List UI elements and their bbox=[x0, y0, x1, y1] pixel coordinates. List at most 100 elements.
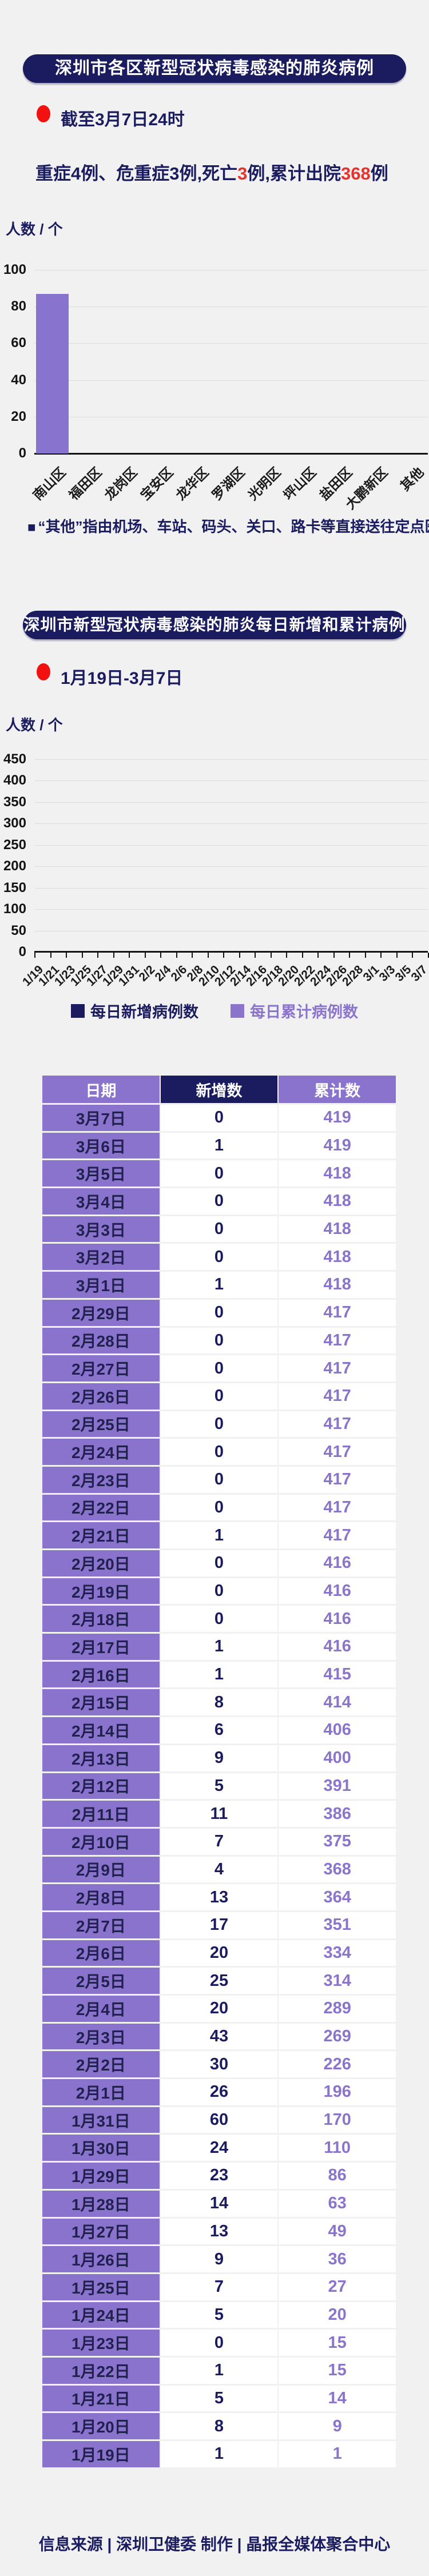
table-cell-new: 1 bbox=[160, 1522, 278, 1548]
table-cell-date: 2月5日 bbox=[42, 1968, 160, 1994]
section2-period: 1月19日-3月7日 bbox=[61, 669, 183, 688]
y-axis-tick-label: 350 bbox=[3, 794, 26, 810]
x-axis-label-text: 3/7 bbox=[408, 963, 429, 984]
table-cell-new: 0 bbox=[160, 2330, 278, 2356]
red-dot-icon bbox=[37, 105, 50, 122]
table-cell-total: 415 bbox=[279, 1661, 396, 1688]
table-cell-new: 1 bbox=[160, 2357, 278, 2384]
gridline bbox=[34, 759, 428, 760]
table-cell-total: 226 bbox=[279, 2051, 396, 2078]
y-axis-tick-label: 300 bbox=[3, 815, 26, 831]
x-axis-tick bbox=[207, 953, 209, 958]
x-axis-tick bbox=[286, 953, 288, 958]
table-cell-new: 0 bbox=[160, 1466, 278, 1493]
table-cell-total: 314 bbox=[279, 1968, 396, 1994]
table-cell-date: 1月20日 bbox=[42, 2413, 160, 2439]
table-cell-total: 418 bbox=[279, 1160, 396, 1187]
x-axis-tick bbox=[380, 953, 382, 958]
section1-period: 截至3月7日24时 bbox=[61, 110, 185, 129]
table-cell-date: 3月1日 bbox=[42, 1272, 160, 1298]
y-axis-tick-label: 20 bbox=[11, 408, 26, 424]
table-cell-date: 2月29日 bbox=[42, 1299, 160, 1326]
x-axis-tick bbox=[301, 953, 303, 958]
table-cell-total: 417 bbox=[279, 1411, 396, 1438]
gridline bbox=[34, 802, 428, 803]
table-cell-date: 3月6日 bbox=[42, 1132, 160, 1159]
summary-line: 重症4例、危重症3例,死亡3例,累计出院368例 bbox=[35, 159, 388, 185]
table-cell-date: 2月27日 bbox=[42, 1355, 160, 1381]
table-cell-total: 391 bbox=[279, 1773, 396, 1799]
table-cell-new: 43 bbox=[160, 2023, 278, 2050]
table-cell-date: 2月6日 bbox=[42, 1940, 160, 1966]
table-cell-new: 0 bbox=[160, 1188, 278, 1215]
table-cell-new: 20 bbox=[160, 1996, 278, 2022]
x-axis-tick bbox=[81, 953, 83, 958]
table-cell-total: 170 bbox=[279, 2107, 396, 2133]
table-cell-total: 419 bbox=[279, 1132, 396, 1159]
table-cell-new: 0 bbox=[160, 1494, 278, 1521]
table-cell-new: 30 bbox=[160, 2051, 278, 2078]
section1-title-bar: 深圳市各区新型冠状病毒感染的肺炎病例 bbox=[23, 54, 406, 83]
table-cell-new: 1 bbox=[160, 1272, 278, 1298]
table-cell-total: 416 bbox=[279, 1550, 396, 1576]
table-cell-date: 1月26日 bbox=[42, 2246, 160, 2272]
y-axis-tick-label: 50 bbox=[11, 922, 26, 938]
table-cell-date: 1月24日 bbox=[42, 2302, 160, 2328]
table-cell-date: 2月3日 bbox=[42, 2023, 160, 2050]
table-cell-total: 417 bbox=[279, 1522, 396, 1548]
table-cell-new: 5 bbox=[160, 2302, 278, 2328]
table-cell-date: 3月3日 bbox=[42, 1216, 160, 1243]
table-cell-total: 20 bbox=[279, 2302, 396, 2328]
gridline bbox=[34, 909, 428, 910]
table-cell-date: 2月2日 bbox=[42, 2051, 160, 2078]
table-cell-date: 2月22日 bbox=[42, 1494, 160, 1521]
table-cell-date: 2月24日 bbox=[42, 1439, 160, 1465]
table-cell-new: 0 bbox=[160, 1411, 278, 1438]
bar-南山区 bbox=[35, 293, 69, 453]
table-cell-new: 0 bbox=[160, 1244, 278, 1271]
y-axis-tick-label: 100 bbox=[3, 901, 26, 917]
table-cell-total: 418 bbox=[279, 1216, 396, 1243]
legend-item: 每日新增病例数 bbox=[71, 1000, 198, 1022]
table-cell-new: 5 bbox=[160, 1773, 278, 1799]
table-cell-date: 3月2日 bbox=[42, 1244, 160, 1271]
x-axis-label-text: 龙华区 bbox=[173, 464, 212, 503]
table-cell-new: 0 bbox=[160, 1216, 278, 1243]
x-axis-tick bbox=[223, 953, 225, 958]
table-cell-date: 2月28日 bbox=[42, 1327, 160, 1354]
table-cell-total: 417 bbox=[279, 1327, 396, 1354]
table-cell-date: 1月22日 bbox=[42, 2357, 160, 2384]
table-header-2: 累计数 bbox=[279, 1076, 396, 1103]
x-axis-tick bbox=[34, 953, 35, 958]
gridline bbox=[34, 380, 428, 381]
table-cell-new: 0 bbox=[160, 1355, 278, 1381]
table-cell-total: 1 bbox=[279, 2441, 396, 2467]
table-cell-new: 0 bbox=[160, 1160, 278, 1187]
table-cell-new: 9 bbox=[160, 1745, 278, 1771]
table-cell-new: 7 bbox=[160, 1828, 278, 1855]
table-cell-date: 2月25日 bbox=[42, 1411, 160, 1438]
x-axis-tick bbox=[50, 953, 51, 958]
table-cell-new: 0 bbox=[160, 1606, 278, 1633]
table-cell-date: 1月25日 bbox=[42, 2274, 160, 2300]
table-cell-new: 20 bbox=[160, 1940, 278, 1966]
table-cell-new: 8 bbox=[160, 2413, 278, 2439]
table-cell-date: 2月7日 bbox=[42, 1912, 160, 1938]
table-cell-new: 0 bbox=[160, 1105, 278, 1131]
x-axis-tick bbox=[317, 953, 319, 958]
table-cell-total: 417 bbox=[279, 1494, 396, 1521]
table-cell-new: 0 bbox=[160, 1299, 278, 1326]
table-cell-new: 13 bbox=[160, 1884, 278, 1910]
summary-part3: 例 bbox=[370, 164, 388, 184]
x-axis-tick bbox=[270, 953, 272, 958]
y-axis-title-2: 人数 / 个 bbox=[6, 716, 63, 734]
table-cell-total: 351 bbox=[279, 1912, 396, 1938]
table-cell-new: 13 bbox=[160, 2218, 278, 2245]
table-cell-date: 1月28日 bbox=[42, 2190, 160, 2217]
legend-swatch-icon bbox=[231, 1004, 244, 1018]
table-cell-date: 2月13日 bbox=[42, 1745, 160, 1771]
gridline bbox=[34, 845, 428, 846]
table-cell-total: 417 bbox=[279, 1383, 396, 1410]
x-axis-tick bbox=[333, 953, 335, 958]
table-cell-total: 36 bbox=[279, 2246, 396, 2272]
